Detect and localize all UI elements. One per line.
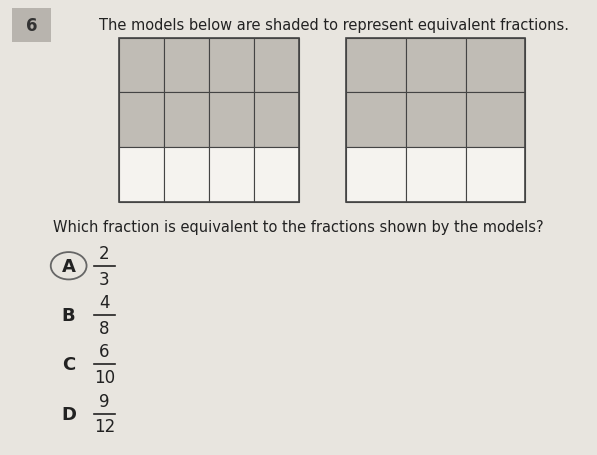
Bar bbox=[209, 39, 254, 93]
Text: B: B bbox=[62, 306, 75, 324]
Text: 4: 4 bbox=[99, 293, 110, 312]
Text: 10: 10 bbox=[94, 368, 115, 386]
Text: 12: 12 bbox=[94, 417, 115, 435]
Text: 3: 3 bbox=[99, 270, 110, 288]
FancyBboxPatch shape bbox=[12, 9, 51, 43]
Bar bbox=[466, 148, 525, 202]
Bar bbox=[254, 39, 298, 93]
Bar bbox=[466, 39, 525, 93]
Bar bbox=[209, 93, 254, 148]
Bar bbox=[346, 39, 406, 93]
Bar bbox=[466, 93, 525, 148]
Bar bbox=[346, 39, 525, 202]
Bar bbox=[254, 93, 298, 148]
Text: 6: 6 bbox=[99, 343, 110, 361]
Text: 9: 9 bbox=[99, 392, 110, 410]
Text: C: C bbox=[62, 355, 75, 374]
Text: The models below are shaded to represent equivalent fractions.: The models below are shaded to represent… bbox=[99, 18, 570, 32]
Bar bbox=[164, 148, 209, 202]
Bar bbox=[119, 148, 164, 202]
Text: D: D bbox=[61, 404, 76, 423]
Bar bbox=[164, 39, 209, 93]
Text: 8: 8 bbox=[99, 319, 110, 337]
Bar bbox=[406, 93, 466, 148]
Text: 6: 6 bbox=[26, 17, 37, 35]
Bar bbox=[346, 148, 406, 202]
Bar bbox=[406, 148, 466, 202]
Text: Which fraction is equivalent to the fractions shown by the models?: Which fraction is equivalent to the frac… bbox=[53, 220, 544, 235]
Text: 2: 2 bbox=[99, 244, 110, 263]
Bar bbox=[119, 39, 298, 202]
Bar bbox=[119, 39, 164, 93]
Bar bbox=[346, 93, 406, 148]
Bar bbox=[406, 39, 466, 93]
Bar bbox=[254, 148, 298, 202]
Text: A: A bbox=[61, 257, 76, 275]
Bar bbox=[119, 93, 164, 148]
Bar bbox=[164, 93, 209, 148]
Bar bbox=[209, 148, 254, 202]
